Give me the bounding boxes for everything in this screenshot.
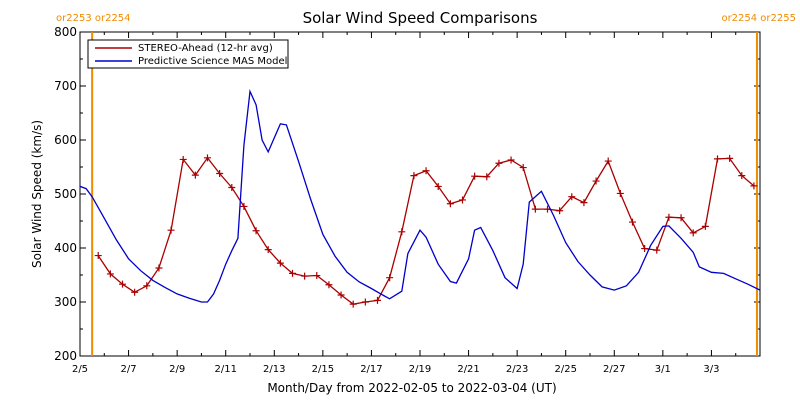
data-point-stereo bbox=[641, 245, 649, 253]
legend-label-mas-model: Predictive Science MAS Model bbox=[138, 56, 287, 67]
data-point-stereo bbox=[556, 207, 564, 215]
data-point-stereo bbox=[531, 205, 539, 213]
data-point-stereo bbox=[459, 196, 466, 204]
series-line-mas-model bbox=[80, 88, 760, 303]
x-tick-label: 2/19 bbox=[409, 364, 431, 375]
data-point-stereo bbox=[167, 226, 175, 234]
y-tick-label: 700 bbox=[54, 79, 77, 93]
data-point-stereo bbox=[604, 157, 612, 165]
data-point-stereo bbox=[361, 298, 369, 306]
x-tick-label: 2/5 bbox=[72, 364, 88, 375]
y-tick-label: 600 bbox=[54, 133, 77, 147]
data-point-stereo bbox=[519, 164, 527, 172]
data-point-stereo bbox=[94, 252, 102, 260]
rotation-label-left: or2253 or2254 bbox=[56, 13, 131, 24]
data-point-stereo bbox=[106, 270, 114, 278]
data-point-stereo bbox=[301, 272, 309, 280]
data-point-stereo bbox=[689, 229, 697, 237]
data-point-stereo bbox=[240, 202, 248, 210]
series-group bbox=[80, 88, 760, 308]
x-tick-label: 3/1 bbox=[655, 364, 671, 375]
y-tick-label: 400 bbox=[54, 241, 77, 255]
data-point-stereo bbox=[616, 189, 624, 197]
data-point-stereo bbox=[422, 167, 430, 175]
data-point-stereo bbox=[374, 296, 381, 304]
x-tick-label: 2/21 bbox=[457, 364, 479, 375]
data-point-stereo bbox=[471, 172, 479, 180]
x-tick-label: 2/27 bbox=[603, 364, 625, 375]
series-line-stereo bbox=[97, 156, 755, 305]
data-point-stereo bbox=[580, 199, 588, 207]
x-tick-label: 2/15 bbox=[312, 364, 334, 375]
data-point-stereo bbox=[276, 259, 284, 267]
data-point-stereo bbox=[143, 282, 151, 290]
x-tick-label: 2/13 bbox=[263, 364, 285, 375]
legend-box bbox=[87, 39, 289, 69]
data-point-stereo bbox=[629, 218, 636, 226]
data-point-stereo bbox=[677, 214, 685, 222]
data-point-stereo bbox=[738, 172, 746, 180]
y-tick-label: 500 bbox=[54, 187, 77, 201]
data-point-stereo bbox=[179, 155, 187, 163]
data-point-stereo bbox=[483, 173, 491, 181]
data-point-stereo bbox=[592, 177, 600, 185]
data-point-stereo bbox=[313, 272, 321, 280]
data-point-stereo bbox=[349, 300, 357, 308]
data-point-stereo bbox=[714, 155, 721, 163]
data-point-stereo bbox=[204, 154, 211, 162]
data-point-stereo bbox=[325, 281, 333, 289]
x-tick-label: 2/7 bbox=[121, 364, 137, 375]
data-point-stereo bbox=[665, 213, 673, 221]
x-tick-label: 2/25 bbox=[554, 364, 576, 375]
x-tick-label: 2/11 bbox=[214, 364, 236, 375]
data-point-stereo bbox=[228, 184, 236, 192]
data-point-stereo bbox=[446, 200, 454, 208]
data-point-stereo bbox=[131, 288, 139, 296]
rotation-label-right: or2254 or2255 bbox=[721, 13, 796, 24]
data-point-stereo bbox=[119, 280, 126, 288]
data-point-stereo bbox=[495, 159, 503, 167]
data-point-stereo bbox=[434, 182, 442, 190]
x-axis-label: Month/Day from 2022-02-05 to 2022-03-04 … bbox=[267, 381, 556, 395]
y-tick-label: 300 bbox=[54, 295, 77, 309]
plot-area: 200 300 400 500 600 700 800 2/5 2/7 2/9 2/11 2/13 2/… bbox=[54, 25, 761, 375]
data-point-stereo bbox=[750, 182, 758, 190]
legend: STEREO-Ahead (12-hr avg) Predictive Scie… bbox=[87, 39, 289, 69]
data-point-stereo bbox=[701, 222, 709, 230]
plot-frame bbox=[79, 31, 761, 357]
x-tick-label: 3/3 bbox=[703, 364, 719, 375]
data-point-stereo bbox=[289, 269, 296, 277]
y-axis-label: Solar Wind Speed (km/s) bbox=[30, 120, 44, 268]
data-point-stereo bbox=[216, 169, 224, 177]
data-point-stereo bbox=[410, 172, 418, 180]
y-tick-label: 200 bbox=[54, 349, 77, 363]
data-point-stereo bbox=[568, 193, 576, 201]
data-point-stereo bbox=[252, 227, 260, 235]
data-point-stereo bbox=[264, 246, 272, 254]
data-point-stereo bbox=[337, 291, 345, 299]
data-point-stereo bbox=[386, 274, 394, 282]
data-point-stereo bbox=[155, 264, 163, 272]
y-tick-label: 800 bbox=[54, 25, 77, 39]
data-point-stereo bbox=[398, 228, 406, 236]
x-tick-label: 2/23 bbox=[506, 364, 528, 375]
data-point-stereo bbox=[191, 171, 199, 179]
data-point-stereo bbox=[507, 156, 515, 164]
legend-label-stereo: STEREO-Ahead (12-hr avg) bbox=[138, 43, 273, 54]
data-point-stereo bbox=[726, 154, 734, 162]
data-point-stereo bbox=[653, 246, 661, 254]
x-tick-label: 2/17 bbox=[360, 364, 382, 375]
x-tick-label: 2/9 bbox=[169, 364, 185, 375]
chart-title: Solar Wind Speed Comparisons bbox=[303, 9, 538, 27]
